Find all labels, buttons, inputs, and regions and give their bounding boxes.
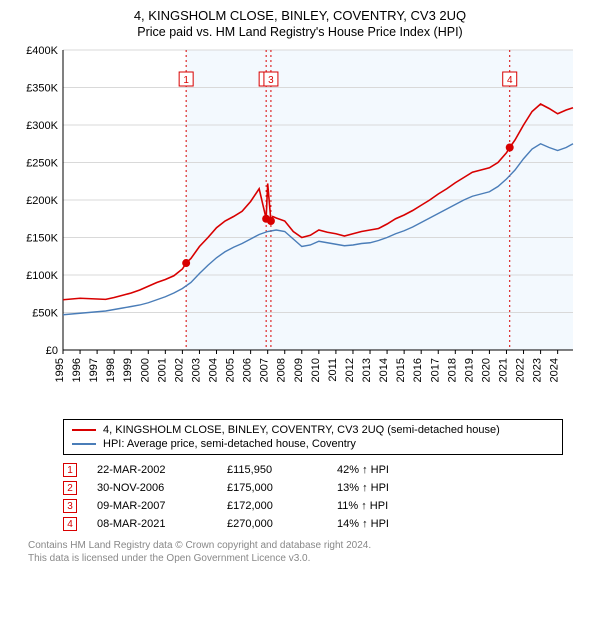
legend-label-hpi: HPI: Average price, semi-detached house,… (103, 438, 356, 450)
transaction-row: 4 08-MAR-2021£270,00014% ↑ HPI (63, 515, 563, 533)
svg-text:2002: 2002 (173, 358, 185, 382)
transaction-date: 30-NOV-2006 (97, 482, 227, 494)
transaction-pct: 42% ↑ HPI (337, 464, 457, 476)
svg-text:£100K: £100K (26, 270, 58, 282)
svg-text:£350K: £350K (26, 83, 58, 95)
svg-text:2017: 2017 (429, 358, 441, 382)
svg-text:£400K: £400K (26, 45, 58, 57)
svg-text:1999: 1999 (122, 358, 134, 382)
svg-text:2010: 2010 (310, 358, 322, 382)
svg-text:2016: 2016 (412, 358, 424, 382)
transaction-marker: 4 (63, 517, 77, 531)
svg-text:1: 1 (183, 75, 189, 86)
transaction-pct: 11% ↑ HPI (337, 500, 457, 512)
svg-text:2012: 2012 (344, 358, 356, 382)
transaction-pct: 14% ↑ HPI (337, 518, 457, 530)
svg-text:2022: 2022 (515, 358, 527, 382)
svg-text:1997: 1997 (88, 358, 100, 382)
transaction-row: 3 09-MAR-2007£172,00011% ↑ HPI (63, 497, 563, 515)
svg-text:2019: 2019 (463, 358, 475, 382)
chart-container: 4, KINGSHOLM CLOSE, BINLEY, COVENTRY, CV… (0, 0, 600, 620)
legend-item-hpi: HPI: Average price, semi-detached house,… (72, 437, 554, 451)
svg-text:£150K: £150K (26, 233, 58, 245)
svg-text:£200K: £200K (26, 195, 58, 207)
attribution-line2: This data is licensed under the Open Gov… (28, 552, 580, 565)
line-chart-svg: £0 £50K £100K £150K £200K £250K £300K £350K £400… (20, 45, 580, 415)
transaction-marker: 1 (63, 463, 77, 477)
transaction-date: 08-MAR-2021 (97, 518, 227, 530)
transaction-pct: 13% ↑ HPI (337, 482, 457, 494)
svg-text:4: 4 (507, 75, 513, 86)
transaction-marker: 2 (63, 481, 77, 495)
chart-plot-area: £0 £50K £100K £150K £200K £250K £300K £350K £400… (20, 45, 580, 415)
svg-text:2005: 2005 (225, 358, 237, 382)
svg-text:1995: 1995 (54, 358, 66, 382)
legend-item-property: 4, KINGSHOLM CLOSE, BINLEY, COVENTRY, CV… (72, 423, 554, 437)
chart-title: 4, KINGSHOLM CLOSE, BINLEY, COVENTRY, CV… (10, 8, 590, 23)
transaction-date: 22-MAR-2002 (97, 464, 227, 476)
svg-text:£0: £0 (46, 345, 58, 357)
svg-text:2013: 2013 (361, 358, 373, 382)
svg-text:2001: 2001 (156, 358, 168, 382)
transaction-price: £172,000 (227, 500, 337, 512)
svg-text:2009: 2009 (293, 358, 305, 382)
attribution: Contains HM Land Registry data © Crown c… (28, 539, 580, 565)
svg-text:2015: 2015 (395, 358, 407, 382)
svg-text:2007: 2007 (259, 358, 271, 382)
legend-swatch-hpi (72, 443, 96, 445)
svg-text:£250K: £250K (26, 158, 58, 170)
svg-text:2024: 2024 (549, 358, 561, 382)
svg-text:2023: 2023 (532, 358, 544, 382)
svg-text:1998: 1998 (105, 358, 117, 382)
svg-text:2003: 2003 (190, 358, 202, 382)
svg-text:2014: 2014 (378, 358, 390, 382)
transaction-marker: 3 (63, 499, 77, 513)
svg-text:2021: 2021 (497, 358, 509, 382)
svg-text:2006: 2006 (242, 358, 254, 382)
svg-text:2000: 2000 (139, 358, 151, 382)
svg-text:2004: 2004 (208, 358, 220, 382)
svg-text:£300K: £300K (26, 120, 58, 132)
transaction-date: 09-MAR-2007 (97, 500, 227, 512)
transaction-row: 2 30-NOV-2006£175,00013% ↑ HPI (63, 479, 563, 497)
legend-label-property: 4, KINGSHOLM CLOSE, BINLEY, COVENTRY, CV… (103, 424, 500, 436)
chart-subtitle: Price paid vs. HM Land Registry's House … (10, 25, 590, 39)
svg-text:2018: 2018 (446, 358, 458, 382)
transaction-price: £115,950 (227, 464, 337, 476)
svg-text:2020: 2020 (480, 358, 492, 382)
svg-text:£50K: £50K (32, 308, 58, 320)
legend: 4, KINGSHOLM CLOSE, BINLEY, COVENTRY, CV… (63, 419, 563, 455)
transactions-table: 1 22-MAR-2002£115,95042% ↑ HPI 2 30-NOV-200… (63, 461, 563, 533)
legend-swatch-property (72, 429, 96, 431)
svg-text:3: 3 (268, 75, 274, 86)
transaction-row: 1 22-MAR-2002£115,95042% ↑ HPI (63, 461, 563, 479)
svg-text:2008: 2008 (276, 358, 288, 382)
transaction-price: £270,000 (227, 518, 337, 530)
svg-text:1996: 1996 (71, 358, 83, 382)
attribution-line1: Contains HM Land Registry data © Crown c… (28, 539, 580, 552)
svg-text:2011: 2011 (327, 358, 339, 382)
transaction-price: £175,000 (227, 482, 337, 494)
